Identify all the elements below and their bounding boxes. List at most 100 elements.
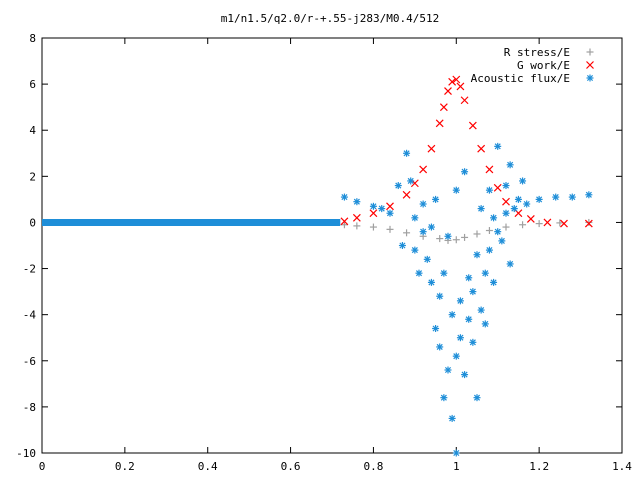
plot-frame xyxy=(41,37,623,454)
marker-stroke xyxy=(502,197,510,206)
marker-stroke xyxy=(420,200,427,208)
marker-stroke xyxy=(569,194,576,201)
data-point xyxy=(369,202,377,210)
data-point xyxy=(369,223,377,231)
x-tick-label: 0.8 xyxy=(363,460,383,473)
marker-stroke xyxy=(457,334,464,341)
legend-marker xyxy=(586,48,594,56)
data-point xyxy=(473,230,481,238)
data-point xyxy=(419,200,427,208)
data-point xyxy=(452,75,461,84)
marker-stroke xyxy=(352,213,361,222)
marker-stroke xyxy=(436,343,443,350)
marker-stroke xyxy=(473,394,481,401)
data-point xyxy=(519,177,527,185)
y-tick-label: 0 xyxy=(29,216,36,229)
marker-stroke xyxy=(502,182,510,189)
marker-stroke xyxy=(420,228,427,235)
y-tick-label: 4 xyxy=(29,124,36,137)
data-point xyxy=(473,394,481,402)
legend-marker xyxy=(586,74,594,82)
data-point xyxy=(456,334,464,342)
data-point xyxy=(427,278,435,286)
data-point xyxy=(352,213,361,222)
marker-stroke xyxy=(502,210,510,217)
marker-stroke xyxy=(515,196,522,203)
marker-stroke xyxy=(507,260,514,267)
data-point xyxy=(494,142,502,150)
data-point xyxy=(436,235,444,243)
data-point xyxy=(481,320,489,328)
data-point xyxy=(506,260,514,268)
data-point xyxy=(427,223,435,231)
marker-stroke xyxy=(440,394,447,401)
y-tick-label: -2 xyxy=(23,263,36,276)
data-point xyxy=(432,325,440,332)
marker-stroke xyxy=(482,270,489,277)
marker-stroke xyxy=(341,194,348,201)
marker-stroke xyxy=(449,311,456,318)
marker-stroke xyxy=(490,279,497,286)
marker-stroke xyxy=(585,191,592,198)
data-point xyxy=(444,232,452,240)
y-tick-label: -10 xyxy=(16,447,36,460)
marker-stroke xyxy=(498,237,505,244)
data-point xyxy=(473,251,481,259)
marker-stroke xyxy=(519,177,526,184)
data-point xyxy=(477,144,486,153)
data-point xyxy=(369,209,378,218)
data-point xyxy=(386,202,394,211)
data-point xyxy=(514,195,522,203)
data-point xyxy=(403,149,411,157)
legend-label: Acoustic flux/E xyxy=(471,72,570,85)
marker-stroke xyxy=(419,165,428,174)
marker-stroke xyxy=(523,200,530,208)
marker-stroke xyxy=(584,219,593,228)
marker-stroke xyxy=(432,325,439,332)
x-tick-label: 0 xyxy=(39,460,46,473)
data-point xyxy=(506,161,514,169)
data-point xyxy=(465,315,473,323)
marker-stroke xyxy=(494,228,501,235)
data-point xyxy=(353,198,361,206)
data-point xyxy=(490,278,498,286)
marker-stroke xyxy=(410,179,419,188)
marker-stroke xyxy=(453,187,460,194)
data-point xyxy=(440,269,448,277)
marker-stroke xyxy=(436,293,443,300)
data-point xyxy=(526,215,535,223)
data-point xyxy=(340,193,348,201)
marker-stroke xyxy=(468,121,477,130)
marker-stroke xyxy=(395,182,402,189)
marker-stroke xyxy=(473,251,481,258)
data-point xyxy=(461,371,469,379)
data-point xyxy=(448,77,457,86)
y-tick-label: 2 xyxy=(29,170,36,183)
data-point xyxy=(448,311,456,319)
marker-stroke xyxy=(453,449,460,457)
data-point xyxy=(510,205,518,213)
marker-stroke xyxy=(526,215,535,223)
y-tick-label: -8 xyxy=(23,401,36,414)
data-point xyxy=(493,183,502,192)
data-point xyxy=(386,225,394,233)
marker-stroke xyxy=(448,77,457,86)
data-point xyxy=(460,96,469,105)
data-point xyxy=(415,269,423,277)
x-tick-label: 0.2 xyxy=(115,460,135,473)
data-point xyxy=(485,227,493,235)
marker-stroke xyxy=(427,144,436,153)
data-point xyxy=(560,219,568,228)
data-point xyxy=(340,217,349,226)
marker-stroke xyxy=(444,233,452,240)
data-point xyxy=(403,229,411,237)
marker-stroke xyxy=(411,247,418,254)
data-point xyxy=(419,228,427,236)
series-1 xyxy=(340,75,593,228)
data-point xyxy=(477,205,485,213)
marker-stroke xyxy=(449,415,456,422)
marker-stroke xyxy=(407,177,414,184)
marker-stroke xyxy=(552,194,559,201)
data-point xyxy=(378,205,386,213)
